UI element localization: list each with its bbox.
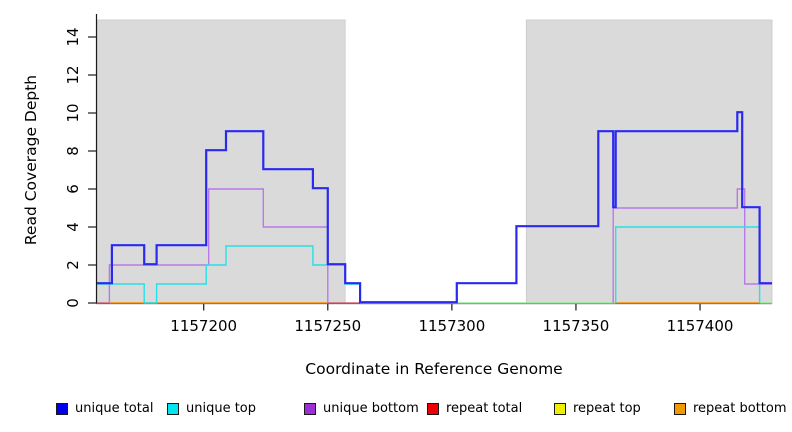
legend-label: repeat top bbox=[573, 401, 641, 416]
legend-swatch-icon bbox=[554, 403, 566, 415]
legend-label: unique total bbox=[75, 401, 154, 416]
legend-item-unique-bottom: unique bottom bbox=[304, 400, 419, 418]
legend-swatch-icon bbox=[304, 403, 316, 415]
y-tick-label: 0 bbox=[64, 298, 82, 308]
legend-swatch-icon bbox=[56, 403, 68, 415]
legend-item-unique-total: unique total bbox=[56, 400, 153, 418]
series-line-unique-total bbox=[97, 111, 772, 304]
legend-label: repeat bottom bbox=[693, 401, 787, 416]
legend-swatch-icon bbox=[167, 403, 179, 415]
x-tick-label: 1157250 bbox=[294, 317, 362, 335]
x-tick-label: 1157300 bbox=[418, 317, 486, 335]
y-tick-label: 12 bbox=[64, 65, 82, 85]
y-tick-label: 6 bbox=[64, 184, 82, 194]
x-tick-label: 1157350 bbox=[542, 317, 610, 335]
legend-label: unique top bbox=[186, 401, 257, 416]
x-axis-label: Coordinate in Reference Genome bbox=[305, 360, 563, 378]
x-tick-label: 1157400 bbox=[666, 317, 734, 335]
y-tick-label: 2 bbox=[64, 260, 82, 270]
target-region-shading bbox=[525, 19, 773, 304]
y-tick-label: 14 bbox=[64, 27, 82, 47]
y-tick-label: 4 bbox=[64, 222, 82, 232]
legend-swatch-icon bbox=[674, 403, 686, 415]
y-tick-label: 8 bbox=[64, 146, 82, 156]
x-tick-label: 1157200 bbox=[170, 317, 238, 335]
legend-label: repeat total bbox=[446, 401, 523, 416]
target-region-shading bbox=[96, 19, 346, 304]
series-line-unique-bottom bbox=[108, 188, 329, 303]
legend-item-repeat-total: repeat total bbox=[427, 400, 522, 418]
legend-item-unique-top: unique top bbox=[167, 400, 256, 418]
legend-item-repeat-top: repeat top bbox=[554, 400, 641, 418]
legend-swatch-icon bbox=[427, 403, 439, 415]
y-tick-label: 10 bbox=[64, 103, 82, 123]
y-axis-label: Read Coverage Depth bbox=[22, 74, 40, 246]
legend-label: unique bottom bbox=[323, 401, 419, 416]
legend-item-repeat-bottom: repeat bottom bbox=[674, 400, 787, 418]
